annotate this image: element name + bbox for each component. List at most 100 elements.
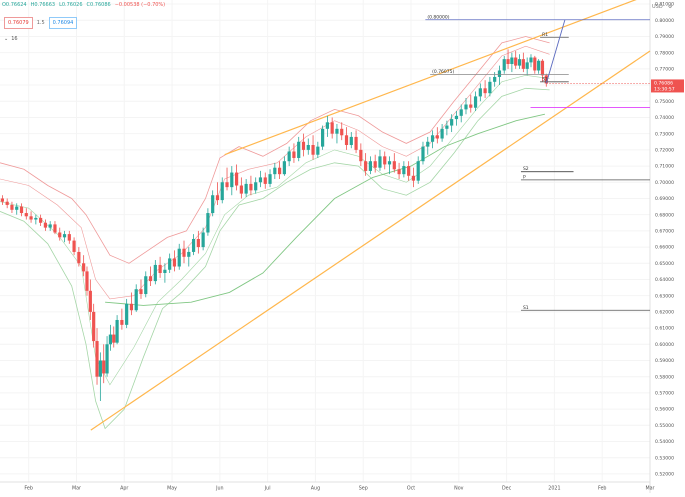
candle-body (39, 217, 43, 223)
level-label: (0.76075) (432, 69, 454, 75)
candle-body (29, 216, 33, 220)
candle-body (85, 271, 89, 291)
y-tick-label: 0.54000 (655, 439, 674, 445)
buy-button[interactable]: 0.76094 (48, 17, 78, 29)
candle-body (102, 360, 106, 374)
candle-body (510, 57, 514, 64)
upper-envelope-line (0, 36, 550, 264)
candle-body (421, 146, 425, 162)
candle-body (529, 57, 533, 63)
candle-body (392, 161, 396, 170)
candle-body (354, 136, 358, 150)
candle-body (411, 175, 416, 181)
candle-body (10, 204, 14, 210)
y-tick-label: 0.59000 (655, 358, 674, 364)
x-tick-label: 2021 (548, 486, 560, 492)
candle-body (469, 104, 473, 108)
y-tick-label: 0.57000 (655, 390, 674, 396)
y-tick-label: 0.55000 (655, 423, 674, 429)
candle-body (139, 289, 143, 295)
y-tick-label: 0.72000 (655, 147, 674, 153)
y-tick-label: 0.80000 (655, 18, 674, 24)
y-tick-label: 0.74000 (655, 115, 674, 121)
candle-body (450, 119, 454, 126)
price-badge (651, 79, 684, 93)
candle-body (407, 166, 411, 176)
candle-body (88, 290, 92, 312)
y-tick-label: 0.62000 (655, 309, 674, 315)
y-tick-label: 0.58000 (655, 374, 674, 380)
candle-body (225, 182, 229, 188)
candle-body (108, 334, 113, 345)
candle-body (540, 60, 545, 76)
candle-body (514, 57, 518, 66)
candle-body (172, 258, 177, 267)
candle-body (473, 96, 478, 108)
lower-envelope-line (0, 87, 550, 430)
candle-body (153, 264, 157, 282)
candle-body (125, 303, 129, 325)
candle-body (220, 182, 224, 201)
candle-body (268, 174, 272, 184)
candle-body (5, 201, 9, 205)
candle-body (92, 311, 96, 342)
candle-body (77, 251, 81, 264)
x-tick-label: Feb (24, 486, 33, 492)
y-tick-label: 0.67000 (655, 228, 674, 234)
candle-body (98, 360, 102, 377)
candle-body (359, 149, 363, 162)
candle-body (249, 183, 253, 191)
y-tick-label: 0.69000 (655, 196, 674, 202)
candle-body (15, 206, 19, 210)
x-tick-label: May (167, 486, 177, 492)
candle-body (416, 161, 420, 181)
candle-body (502, 59, 506, 71)
ohlc-close: C0.76086 (86, 2, 111, 8)
y-tick-label: 0.73000 (655, 131, 674, 137)
y-tick-label: 0.71000 (655, 164, 674, 170)
candle-body (34, 217, 38, 220)
level-label: P (523, 174, 526, 180)
sell-button[interactable]: 0.76079 (4, 17, 33, 29)
ohlc-open: O0.76624 (2, 2, 27, 8)
x-tick-label: Dec (502, 486, 512, 492)
candle-body (72, 240, 76, 252)
trend-channel-line (90, 50, 651, 431)
candle-body (263, 177, 267, 184)
level-label: S1 (542, 76, 548, 82)
candle-body (387, 161, 392, 165)
candle-body (244, 183, 248, 194)
x-tick-label: Feb (598, 486, 607, 492)
x-tick-label: Sep (359, 486, 368, 492)
candle-body (533, 57, 537, 71)
candle-body (488, 81, 492, 94)
candle-body (191, 238, 196, 252)
candle-body (115, 319, 119, 343)
y-tick-label: 0.68000 (655, 212, 674, 218)
candle-body (67, 234, 71, 241)
ohlc-change: −0.00538 (−0.70%) (114, 2, 166, 8)
candle-body (325, 122, 329, 129)
candle-body (254, 182, 258, 191)
candle-body (230, 172, 234, 188)
candle-body (521, 59, 525, 69)
y-tick-label: 0.66000 (655, 245, 674, 251)
y-tick-label: 0.81000 (655, 2, 674, 8)
candle-body (211, 195, 215, 214)
candle-body (95, 341, 99, 377)
candle-body (234, 172, 239, 186)
candle-body (517, 59, 522, 66)
candle-body (129, 303, 134, 311)
y-tick-label: 0.65000 (655, 261, 674, 267)
candle-body (368, 161, 373, 171)
x-tick-label: Mar (645, 486, 654, 492)
candle-body (112, 334, 116, 343)
candle-body (364, 161, 368, 171)
candle-body (158, 264, 162, 273)
indicator-toggle[interactable]: ⌄ 16 (4, 36, 18, 42)
gear-icon[interactable]: ⚙ (668, 4, 673, 10)
candle-body (215, 195, 220, 201)
candle-body (435, 135, 439, 139)
